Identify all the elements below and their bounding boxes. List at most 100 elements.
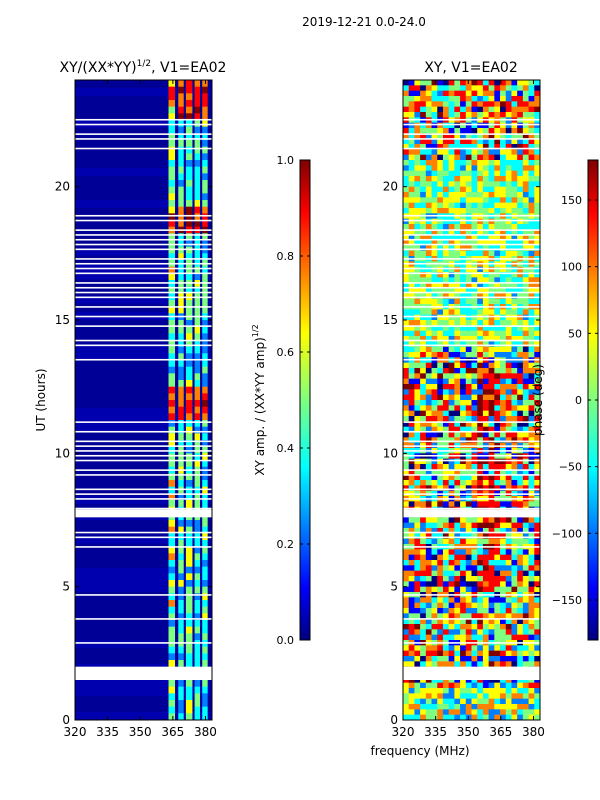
heatmap-cell [408, 602, 415, 609]
phase-heatmap[interactable] [403, 80, 541, 721]
heatmap-cell [505, 80, 512, 86]
heatmap-cell [505, 656, 512, 662]
heatmap-cell [460, 341, 467, 348]
heatmap-cell [420, 192, 427, 198]
heatmap-cell [505, 528, 512, 534]
heatmap-cell [471, 432, 478, 438]
heatmap-cell [482, 336, 490, 342]
flagged-row [75, 450, 212, 452]
heatmap-cell [442, 234, 450, 241]
amplitude-heatmap[interactable] [75, 80, 212, 721]
heatmap-cell [178, 113, 184, 121]
heatmap-cell [517, 538, 524, 545]
heatmap-cell [517, 341, 524, 348]
heatmap-cell [202, 680, 208, 688]
heatmap-cell [465, 389, 472, 396]
heatmap-cell [437, 368, 444, 374]
heatmap-row [75, 688, 212, 696]
heatmap-cell [194, 700, 201, 708]
heatmap-cell [494, 613, 501, 620]
heatmap-cell [425, 469, 433, 476]
heatmap-cell [420, 410, 427, 417]
heatmap-cell [505, 597, 512, 604]
heatmap-cell [425, 330, 433, 337]
heatmap-cell [511, 229, 518, 236]
heatmap-cell [505, 714, 512, 721]
heatmap-cell [414, 245, 421, 252]
heatmap-cell [522, 416, 530, 422]
heatmap-cell [420, 266, 427, 273]
heatmap-cell [534, 581, 541, 588]
heatmap-cell [528, 288, 535, 294]
heatmap-cell [471, 597, 478, 604]
heatmap-cell [194, 153, 201, 161]
heatmap-cell [202, 480, 208, 488]
y-tick-label: 5 [62, 580, 70, 594]
heatmap-cell [488, 240, 495, 246]
flagged-row [403, 123, 540, 126]
heatmap-cell [454, 224, 461, 230]
heatmap-cell [528, 133, 535, 140]
heatmap-cell [500, 645, 507, 652]
heatmap-cell [471, 522, 478, 529]
heatmap-cell [178, 633, 184, 641]
heatmap-cell [437, 682, 444, 689]
heatmap-cell [448, 458, 455, 465]
heatmap-cell [403, 389, 410, 396]
heatmap-cell [511, 474, 518, 481]
heatmap-cell [522, 528, 530, 534]
heatmap-cell [534, 122, 541, 129]
heatmap-cell [194, 180, 201, 188]
heatmap-cell [534, 384, 541, 390]
heatmap-cell [448, 192, 455, 198]
heatmap-cell [431, 405, 438, 412]
heatmap-cell [454, 186, 461, 193]
heatmap-cell [420, 629, 427, 636]
heatmap-cell [500, 122, 507, 129]
heatmap-cell [414, 586, 421, 593]
heatmap-cell [437, 330, 444, 337]
heatmap-cell [494, 677, 501, 684]
heatmap-cell [528, 432, 535, 438]
heatmap-cell [471, 154, 478, 161]
heatmap-cell [511, 245, 518, 252]
heatmap-cell [505, 346, 512, 353]
heatmap-cell [522, 202, 530, 209]
heatmap-cell [425, 298, 433, 305]
heatmap-cell [477, 378, 484, 385]
heatmap-cell [460, 229, 467, 236]
heatmap-cell [414, 522, 421, 529]
heatmap-cell [477, 650, 484, 657]
flagged-row [403, 493, 540, 495]
heatmap-cell [505, 160, 512, 166]
heatmap-cell [178, 360, 184, 368]
heatmap-cell [448, 538, 455, 545]
heatmap-cell [517, 336, 524, 342]
heatmap-cell [414, 650, 421, 657]
heatmap-cell [168, 386, 176, 394]
heatmap-cell [202, 560, 208, 568]
heatmap-cell [431, 538, 438, 545]
heatmap-cell [500, 186, 507, 193]
heatmap-cell [500, 288, 507, 294]
heatmap-cell [500, 176, 507, 182]
heatmap-cell [488, 154, 495, 161]
heatmap-cell [482, 309, 490, 316]
heatmap-cell [488, 400, 495, 406]
heatmap-cell [442, 618, 450, 625]
heatmap-cell [448, 709, 455, 716]
heatmap-cell [477, 85, 484, 92]
heatmap-cell [168, 713, 176, 721]
heatmap-cell [168, 633, 176, 641]
heatmap-cell [425, 416, 433, 422]
heatmap-cell [168, 426, 176, 434]
heatmap-cell [482, 677, 490, 684]
heatmap-cell [403, 373, 410, 380]
heatmap-cell [178, 486, 184, 494]
heatmap-cell [505, 389, 512, 396]
heatmap-cell [414, 693, 421, 700]
heatmap-cell [471, 85, 478, 92]
heatmap-cell [465, 341, 472, 348]
heatmap-cell [517, 293, 524, 300]
heatmap-cell [420, 576, 427, 582]
